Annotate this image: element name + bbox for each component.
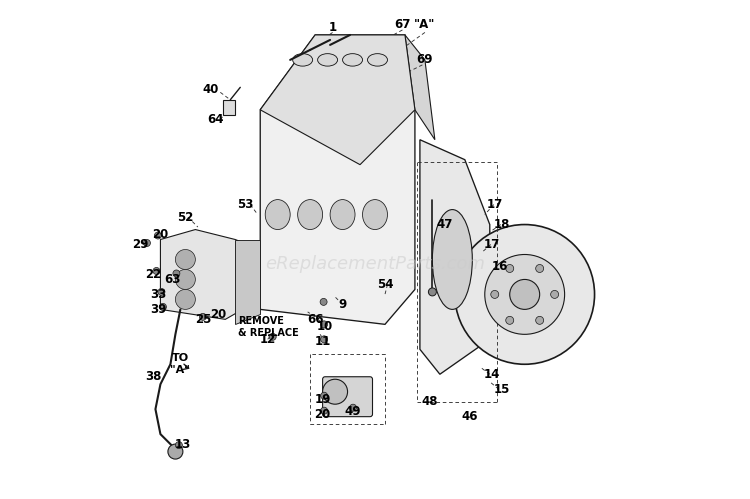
Text: 69: 69 — [417, 53, 434, 66]
Text: 48: 48 — [422, 395, 438, 408]
Text: 64: 64 — [207, 113, 224, 126]
Text: 39: 39 — [150, 303, 166, 316]
Ellipse shape — [362, 200, 388, 230]
Polygon shape — [223, 100, 236, 115]
Text: 63: 63 — [165, 273, 181, 286]
Circle shape — [550, 290, 559, 298]
Circle shape — [158, 288, 165, 295]
Text: 20: 20 — [314, 408, 331, 421]
Text: eReplacementParts.com: eReplacementParts.com — [265, 255, 485, 273]
FancyBboxPatch shape — [322, 377, 373, 417]
Text: 19: 19 — [314, 393, 331, 406]
Ellipse shape — [292, 54, 313, 66]
Circle shape — [320, 392, 328, 399]
Text: 38: 38 — [145, 370, 161, 383]
Text: 66: 66 — [307, 313, 323, 326]
Circle shape — [484, 254, 565, 334]
Circle shape — [454, 225, 595, 364]
Text: TO
"A": TO "A" — [170, 353, 190, 375]
Circle shape — [320, 321, 328, 328]
Text: REMOVE
& REPLACE: REMOVE & REPLACE — [238, 316, 298, 338]
Polygon shape — [405, 35, 435, 140]
Circle shape — [173, 270, 180, 277]
Circle shape — [320, 407, 328, 414]
Text: 10: 10 — [317, 320, 333, 333]
Text: 20: 20 — [210, 308, 226, 321]
Circle shape — [154, 232, 161, 239]
Text: "A": "A" — [414, 18, 436, 31]
Text: 67: 67 — [394, 18, 411, 31]
Circle shape — [168, 444, 183, 459]
Text: 54: 54 — [376, 278, 393, 291]
Ellipse shape — [343, 54, 362, 66]
Ellipse shape — [266, 200, 290, 230]
Circle shape — [176, 442, 182, 449]
Text: 1: 1 — [328, 21, 337, 34]
Ellipse shape — [317, 54, 338, 66]
Text: 20: 20 — [152, 228, 169, 241]
Circle shape — [536, 264, 544, 272]
Ellipse shape — [433, 210, 472, 309]
Circle shape — [176, 250, 195, 269]
Circle shape — [506, 316, 514, 324]
Polygon shape — [260, 35, 415, 165]
Text: 52: 52 — [177, 211, 194, 224]
Text: 11: 11 — [314, 335, 331, 348]
Text: 13: 13 — [175, 438, 191, 451]
Text: 12: 12 — [260, 333, 276, 346]
Text: 14: 14 — [484, 368, 500, 381]
Text: 17: 17 — [484, 238, 500, 251]
Circle shape — [143, 240, 151, 247]
Ellipse shape — [298, 200, 322, 230]
Circle shape — [506, 264, 514, 272]
Text: 18: 18 — [494, 218, 511, 231]
Circle shape — [176, 289, 195, 309]
Circle shape — [160, 303, 166, 310]
Circle shape — [176, 269, 195, 289]
Text: 33: 33 — [150, 288, 166, 301]
Text: 47: 47 — [436, 218, 453, 231]
Text: 22: 22 — [145, 268, 161, 281]
Text: 29: 29 — [132, 238, 148, 251]
Text: 16: 16 — [491, 260, 508, 273]
Polygon shape — [236, 240, 260, 324]
Text: 15: 15 — [494, 383, 511, 396]
Ellipse shape — [368, 54, 388, 66]
Circle shape — [536, 316, 544, 324]
Text: 53: 53 — [237, 198, 254, 211]
Circle shape — [490, 290, 499, 298]
Text: 40: 40 — [202, 83, 218, 96]
Circle shape — [269, 333, 276, 340]
Text: 49: 49 — [344, 405, 361, 418]
Polygon shape — [420, 140, 490, 374]
Circle shape — [510, 279, 540, 309]
Text: 46: 46 — [461, 410, 478, 423]
Ellipse shape — [330, 200, 355, 230]
Circle shape — [322, 379, 347, 404]
Circle shape — [153, 267, 160, 274]
Circle shape — [200, 313, 206, 320]
Circle shape — [320, 336, 328, 343]
Text: 17: 17 — [487, 198, 503, 211]
Polygon shape — [160, 230, 260, 319]
Circle shape — [428, 288, 436, 296]
Circle shape — [350, 404, 356, 411]
Text: 9: 9 — [338, 298, 346, 311]
Polygon shape — [260, 35, 415, 324]
Text: 25: 25 — [195, 313, 211, 326]
Circle shape — [320, 298, 327, 305]
